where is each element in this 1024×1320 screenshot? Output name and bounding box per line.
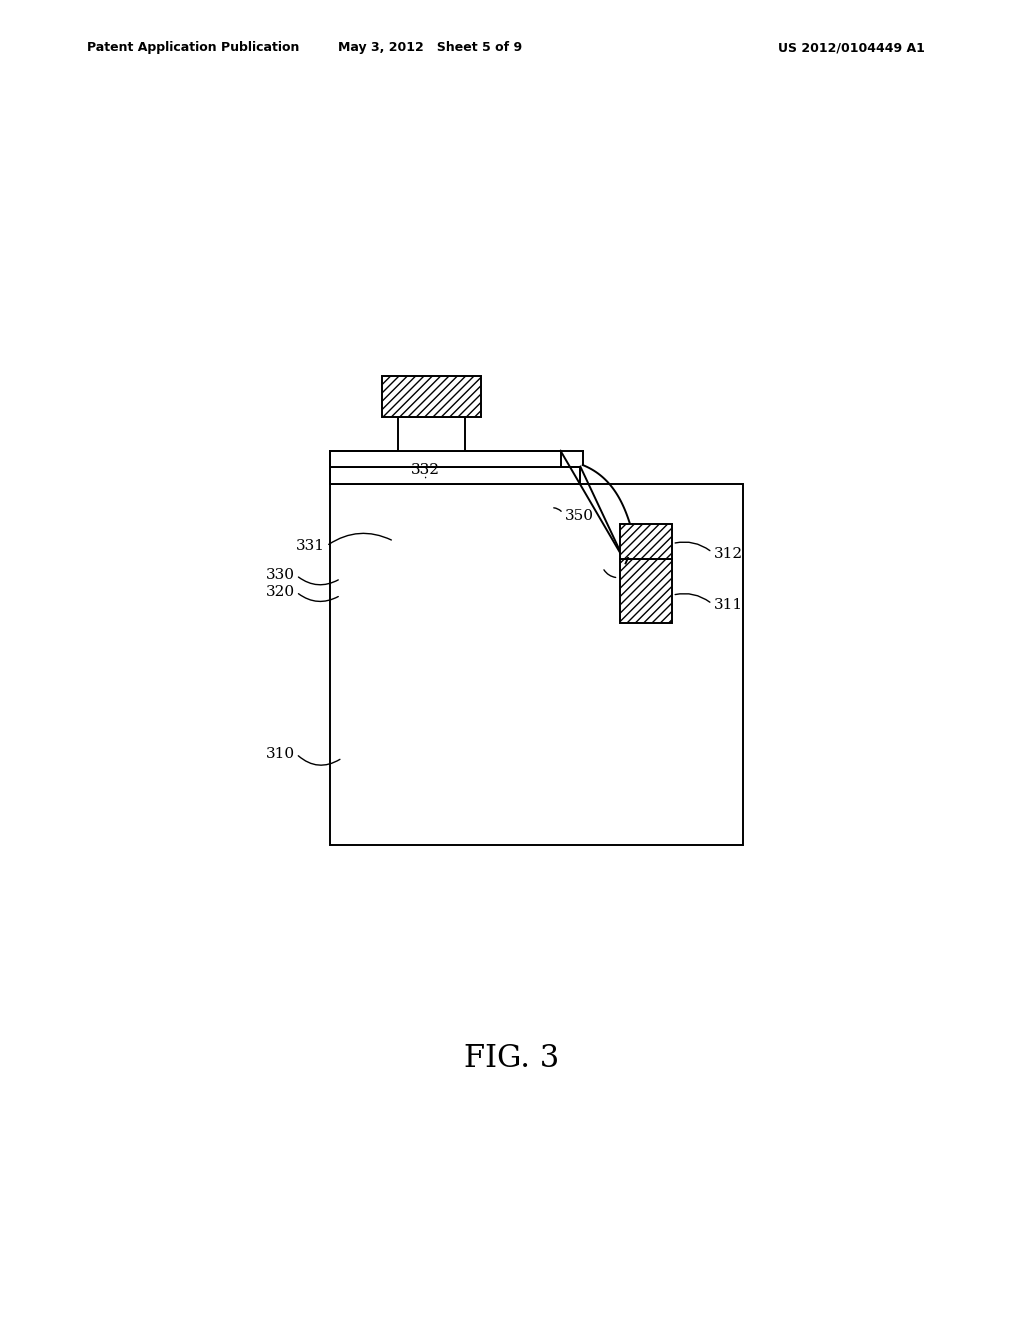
Text: May 3, 2012   Sheet 5 of 9: May 3, 2012 Sheet 5 of 9: [338, 41, 522, 54]
Text: 331: 331: [296, 539, 325, 553]
Text: 312: 312: [714, 546, 742, 561]
Text: 311: 311: [714, 598, 742, 612]
Text: 310: 310: [265, 747, 295, 760]
Bar: [397, 417, 465, 450]
Text: 320: 320: [265, 585, 295, 599]
Bar: [331, 466, 581, 484]
Text: FIG. 3: FIG. 3: [464, 1043, 560, 1074]
Bar: [331, 450, 560, 466]
Bar: [331, 484, 743, 845]
Text: 330: 330: [265, 569, 295, 582]
Text: Patent Application Publication: Patent Application Publication: [87, 41, 299, 54]
Bar: [382, 376, 481, 417]
Bar: [620, 560, 672, 623]
Text: 340: 340: [620, 573, 649, 586]
Bar: [620, 524, 672, 560]
Text: 332: 332: [411, 463, 440, 477]
Text: US 2012/0104449 A1: US 2012/0104449 A1: [778, 41, 925, 54]
Text: 350: 350: [564, 508, 594, 523]
